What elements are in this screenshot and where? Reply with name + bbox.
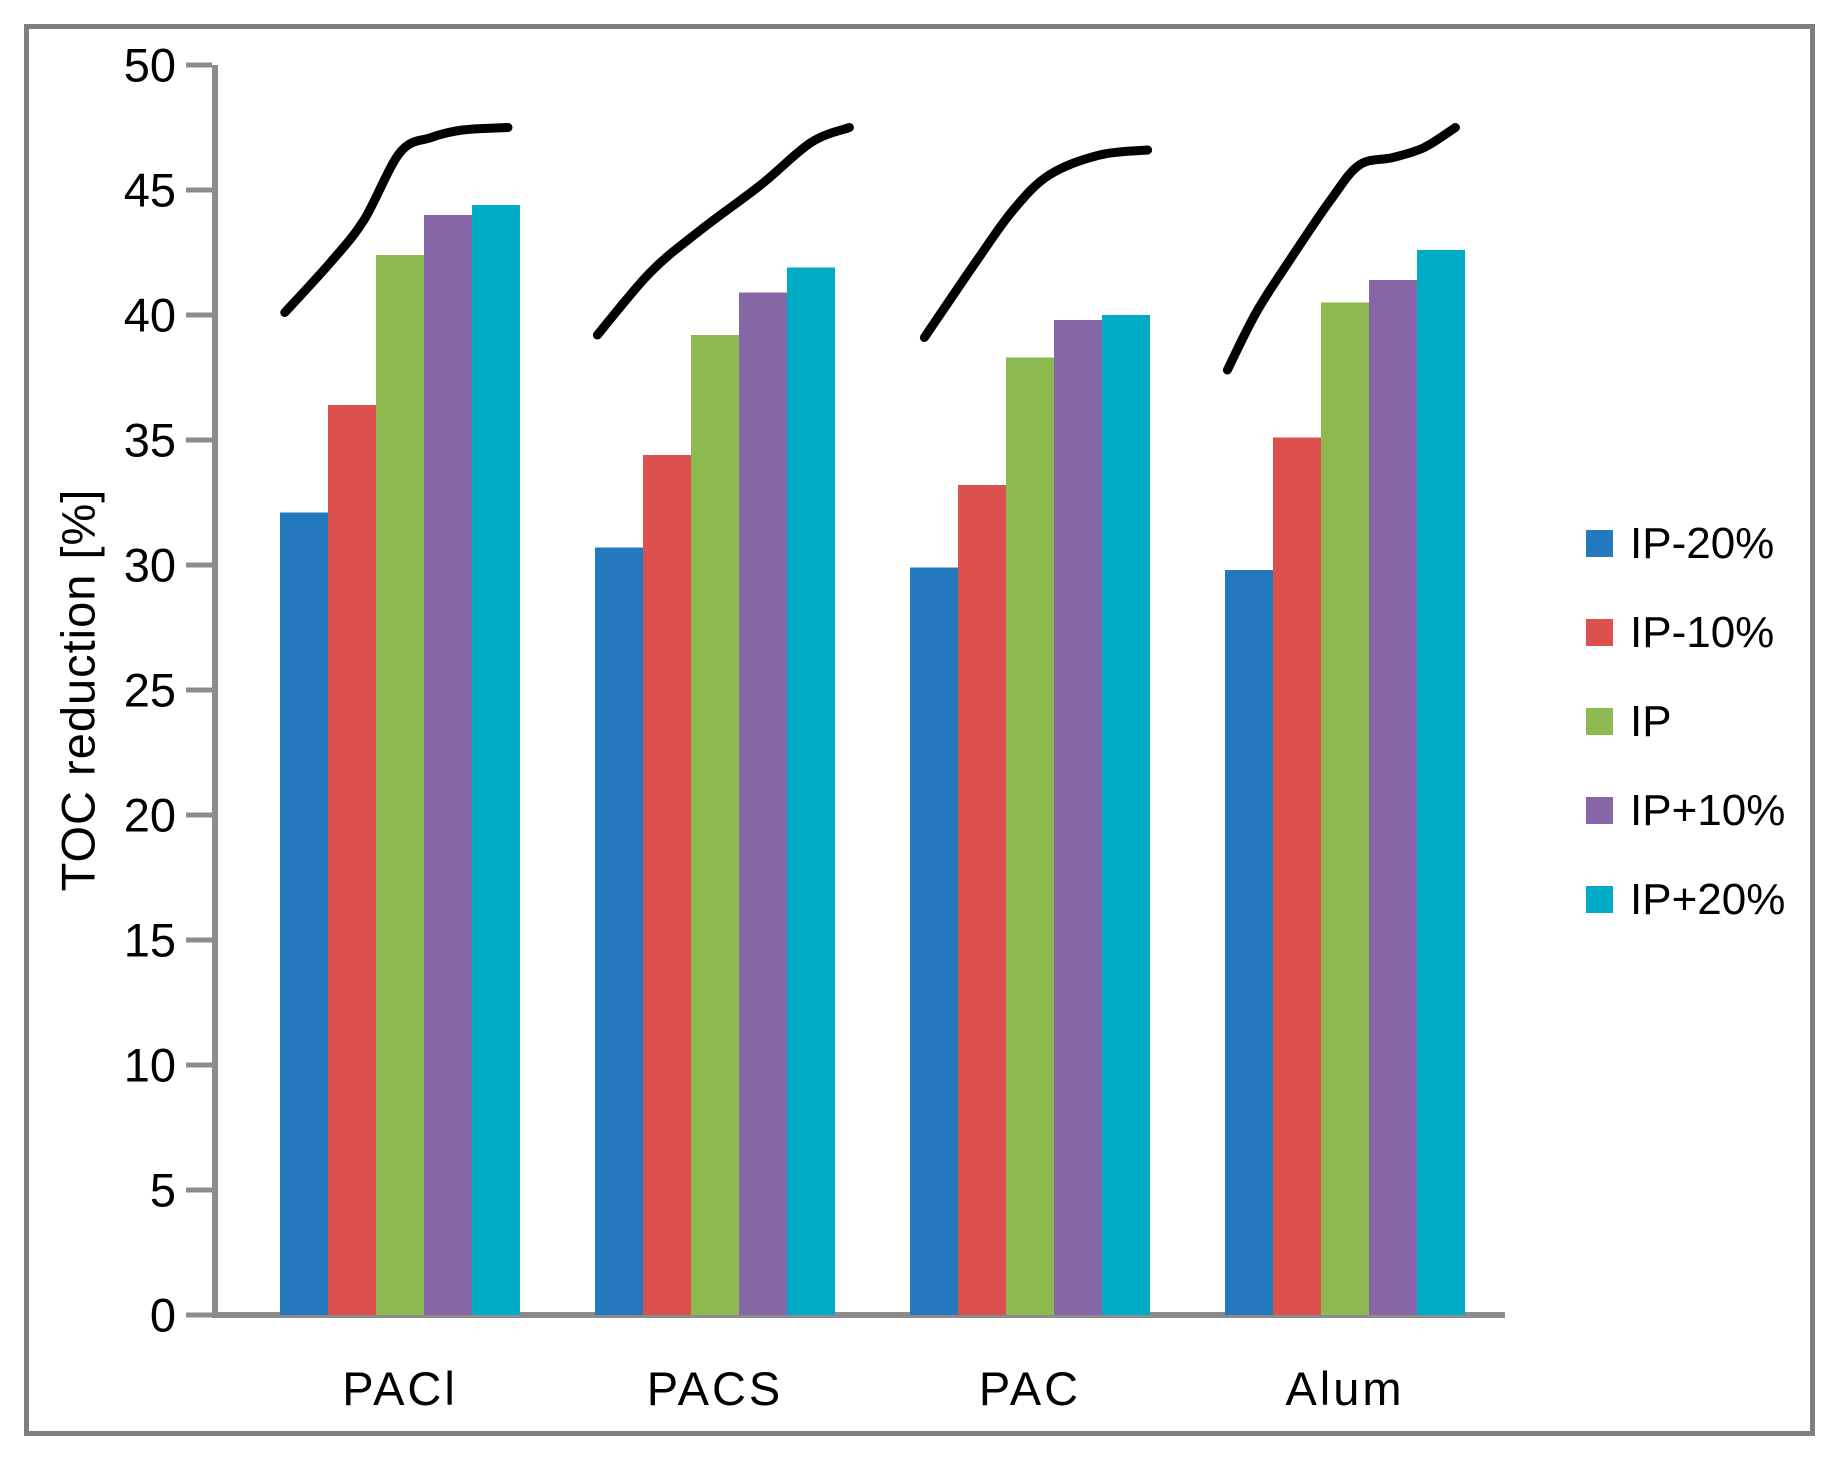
x-category-label: PACl (342, 1362, 458, 1415)
bar-PACl-IP (376, 255, 424, 1315)
legend-item: IP (1586, 699, 1785, 743)
bar-PAC-IP-10% (958, 485, 1006, 1315)
bar-PACS-IP+20% (787, 267, 835, 1315)
bar-Alum-IP (1321, 302, 1369, 1315)
bar-PACl-IP+10% (424, 215, 472, 1315)
bar-PACS-IP-20% (595, 547, 643, 1315)
bar-Alum-IP+20% (1417, 250, 1465, 1315)
legend-item: IP-10% (1586, 610, 1785, 654)
bar-PAC-IP+10% (1054, 320, 1102, 1315)
legend-label: IP+10% (1630, 785, 1786, 835)
trend-curve-PACl (280, 123, 513, 317)
x-category-label: Alum (1285, 1362, 1404, 1415)
legend-swatch-icon (1586, 708, 1613, 735)
y-tick-label: 10 (124, 1038, 176, 1091)
bar-PAC-IP+20% (1102, 315, 1150, 1315)
bar-Alum-IP+10% (1369, 280, 1417, 1315)
x-category-label: PACS (647, 1362, 784, 1415)
trend-curve-PACS (592, 123, 854, 340)
legend-label: IP+20% (1630, 874, 1786, 924)
legend-label: IP (1630, 696, 1672, 746)
legend-swatch-icon (1586, 797, 1613, 824)
bar-PACl-IP-10% (328, 405, 376, 1315)
trend-curve-PAC (919, 145, 1153, 342)
y-tick-label: 15 (124, 913, 176, 966)
legend-swatch-icon (1586, 619, 1613, 646)
x-category-label: PAC (979, 1362, 1081, 1415)
legend-label: IP-20% (1630, 518, 1775, 568)
y-tick-label: 45 (124, 163, 176, 216)
y-tick-label: 40 (124, 288, 176, 341)
bar-PACS-IP (691, 335, 739, 1315)
legend-item: IP+20% (1586, 877, 1785, 921)
y-tick-label: 5 (150, 1163, 176, 1216)
y-tick-label: 35 (124, 413, 176, 466)
legend-item: IP+10% (1586, 788, 1785, 832)
figure-border (24, 24, 1815, 1436)
y-tick-label: 20 (124, 788, 176, 841)
bar-Alum-IP-10% (1273, 437, 1321, 1315)
bar-PACS-IP-10% (643, 455, 691, 1315)
trend-curve-Alum (1222, 123, 1460, 375)
legend-label: IP-10% (1630, 607, 1775, 657)
bar-PAC-IP (1006, 357, 1054, 1315)
y-tick-label: 25 (124, 663, 176, 716)
bar-Alum-IP-20% (1225, 570, 1273, 1315)
y-tick-label: 30 (124, 538, 176, 591)
y-tick-label: 50 (124, 38, 176, 91)
legend-swatch-icon (1586, 530, 1613, 557)
bar-PAC-IP-20% (910, 567, 958, 1315)
legend-swatch-icon (1586, 886, 1613, 913)
bar-PACS-IP+10% (739, 292, 787, 1315)
y-tick-label: 0 (150, 1288, 176, 1341)
bar-PACl-IP-20% (280, 512, 328, 1315)
legend: IP-20% IP-10% IP IP+10% IP+20% (1586, 521, 1785, 975)
bar-PACl-IP+20% (472, 205, 520, 1315)
legend-item: IP-20% (1586, 521, 1785, 565)
